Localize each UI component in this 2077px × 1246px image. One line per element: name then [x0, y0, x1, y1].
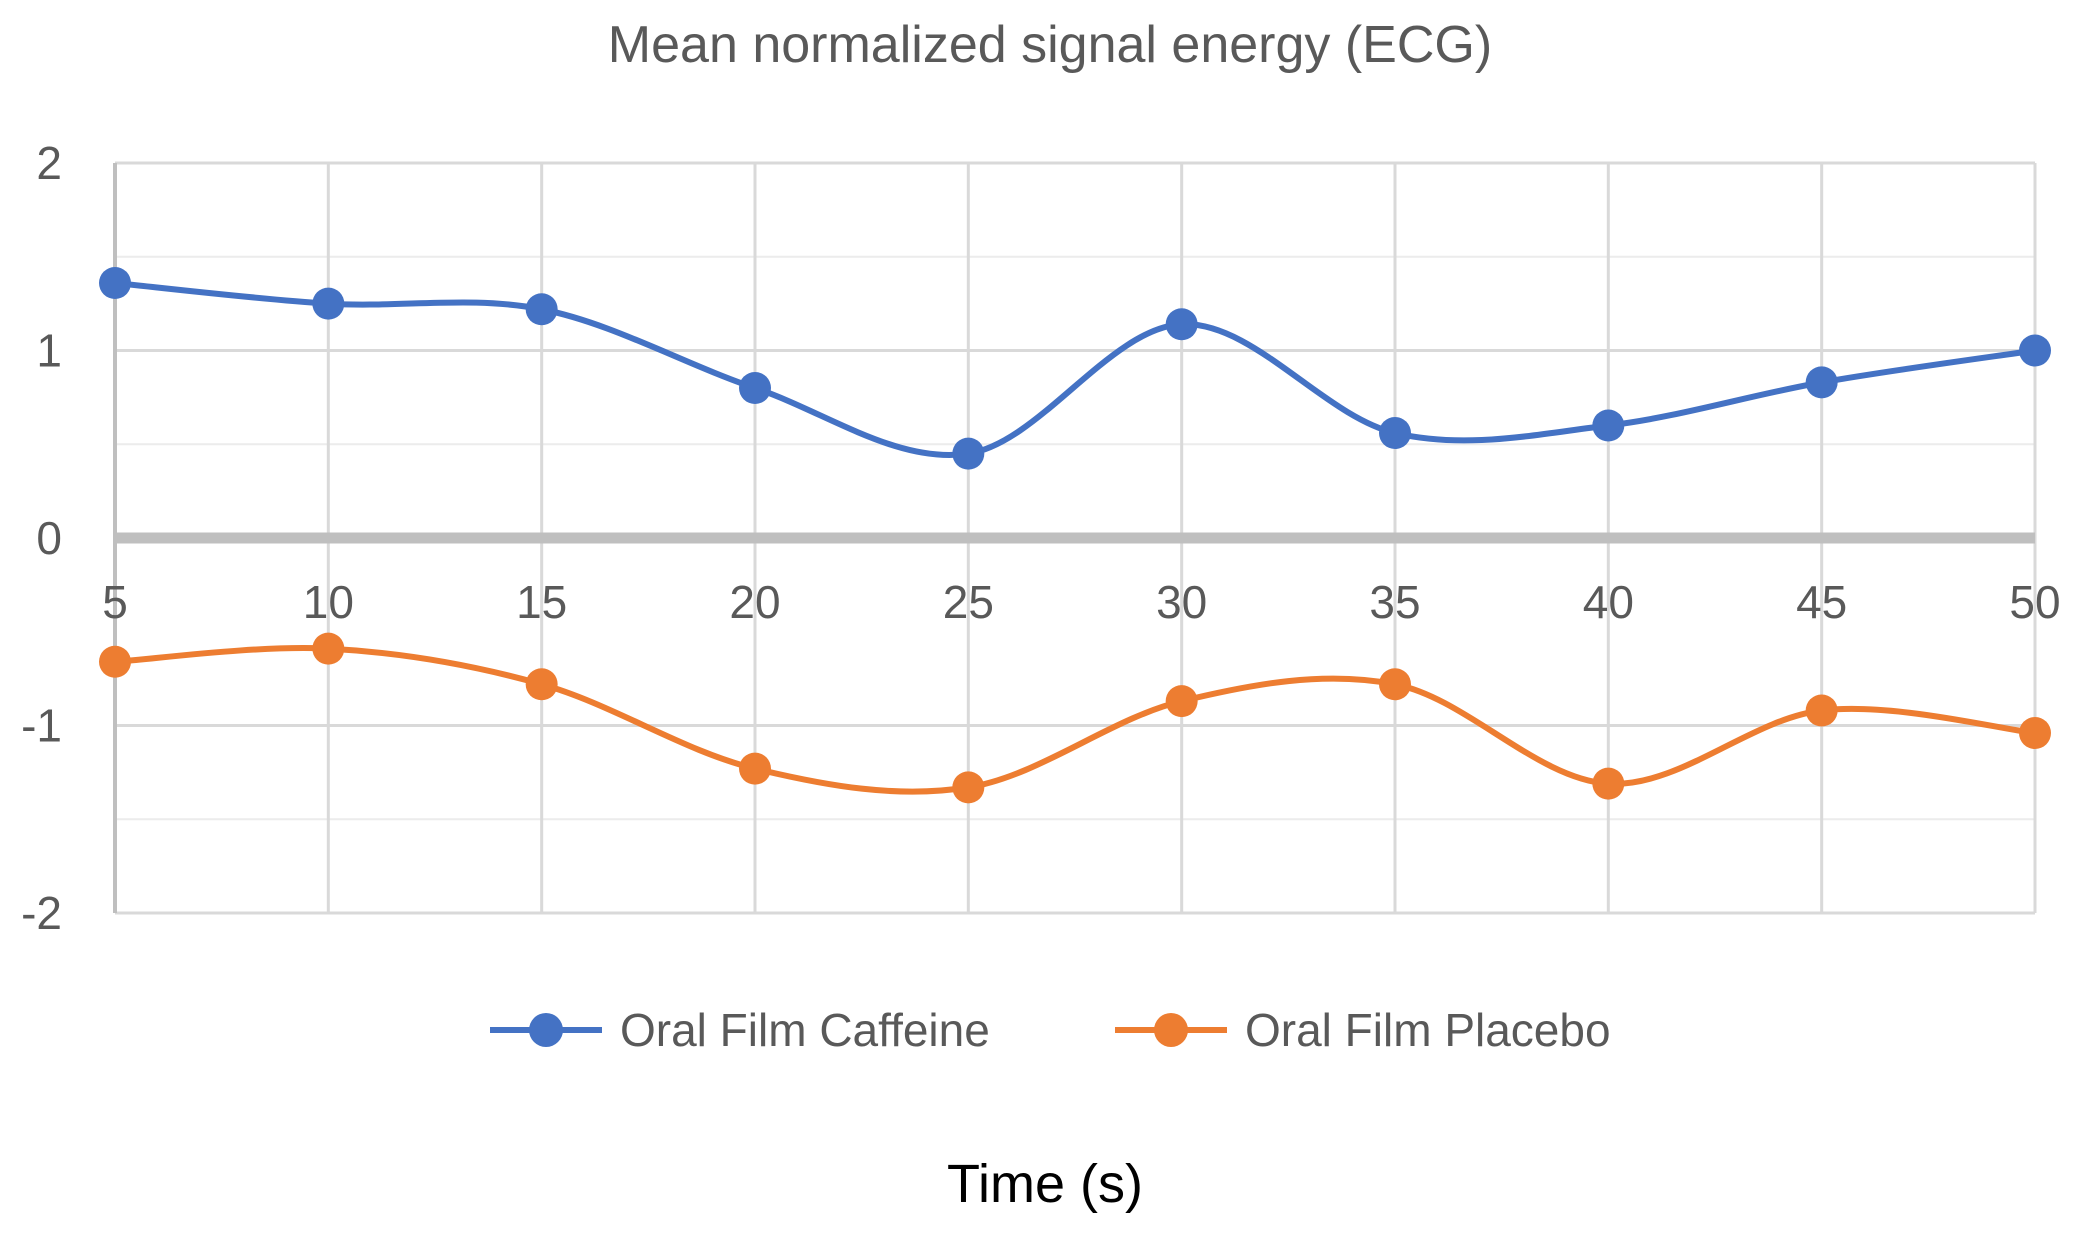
legend: Oral Film Caffeine Oral Film Placebo	[490, 1004, 1611, 1056]
data-point	[2019, 334, 2051, 367]
y-tick-label: -2	[21, 887, 62, 939]
data-point	[1165, 308, 1198, 341]
x-axis-tick-labels: 5 10 15 20 25 30 35 40 45 50	[102, 576, 2060, 628]
y-tick-label: 1	[36, 325, 62, 377]
x-tick-label: 45	[1796, 576, 1847, 628]
data-point	[952, 437, 985, 470]
legend-label-caffeine: Oral Film Caffeine	[620, 1004, 990, 1056]
data-point	[739, 752, 771, 785]
data-point	[1592, 767, 1625, 800]
legend-label-placebo: Oral Film Placebo	[1245, 1004, 1611, 1056]
data-point	[312, 632, 345, 665]
x-tick-label: 30	[1156, 576, 1207, 628]
x-tick-label: 40	[1583, 576, 1634, 628]
series-line	[112, 280, 2038, 458]
y-tick-label: 2	[36, 137, 62, 189]
data-point	[952, 771, 985, 804]
y-tick-label: 0	[36, 512, 62, 564]
data-point	[1805, 694, 1838, 727]
x-tick-label: 50	[2009, 576, 2060, 628]
y-tick-label: -1	[21, 700, 62, 752]
data-point	[99, 267, 131, 299]
x-axis-title: Time (s)	[947, 1154, 1143, 1214]
series-line	[112, 645, 2038, 795]
data-point	[739, 372, 771, 404]
legend-item-placebo[interactable]: Oral Film Placebo	[1115, 1004, 1611, 1056]
legend-item-caffeine[interactable]: Oral Film Caffeine	[490, 1004, 990, 1056]
series-1	[99, 632, 2051, 804]
x-tick-label: 5	[102, 576, 128, 628]
x-tick-label: 25	[943, 576, 994, 628]
chart-title: Mean normalized signal energy (ECG)	[608, 16, 1492, 74]
data-point	[1379, 417, 1411, 449]
data-point	[1165, 685, 1198, 718]
y-axis-tick-labels: 2 1 0 -1 -2	[21, 137, 62, 939]
data-point	[1805, 366, 1838, 399]
data-point	[1379, 668, 1411, 701]
legend-swatch-marker-placebo	[1154, 1013, 1188, 1047]
series-0	[99, 267, 2051, 470]
x-tick-label: 15	[516, 576, 567, 628]
x-tick-label: 20	[729, 576, 780, 628]
legend-swatch-marker-caffeine	[529, 1013, 563, 1047]
x-tick-label: 10	[303, 576, 354, 628]
data-point	[312, 287, 345, 320]
data-point	[2019, 717, 2051, 749]
x-tick-label: 35	[1369, 576, 1420, 628]
data-point	[1592, 409, 1625, 442]
data-point	[99, 645, 131, 678]
data-point	[525, 293, 558, 326]
series-lines	[99, 267, 2051, 804]
data-point	[525, 668, 558, 701]
